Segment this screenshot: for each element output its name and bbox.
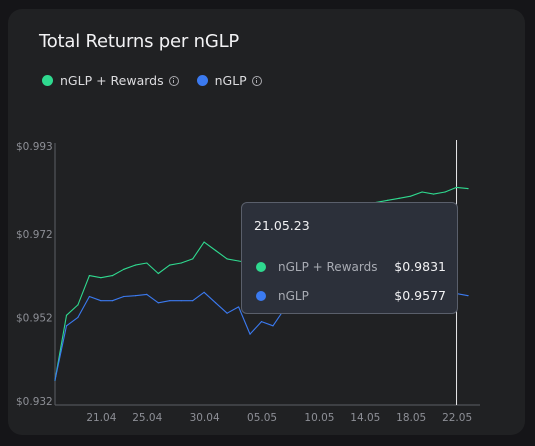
data-point-nglp <box>111 300 113 302</box>
tooltip-label-nglp: nGLP <box>278 288 309 303</box>
legend-dot-nglp <box>196 75 208 86</box>
x-tick-label: 18.05 <box>396 412 426 424</box>
x-tick-label: 22.05 <box>442 412 472 424</box>
data-point-rewards <box>180 262 182 264</box>
data-point-nglp <box>203 291 205 293</box>
data-point-nglp <box>100 300 102 302</box>
legend-dot-rewards <box>42 75 53 86</box>
x-tick-label: 05.05 <box>247 412 277 424</box>
tooltip-dot-rewards <box>256 261 266 272</box>
legend-label-nglp: nGLP <box>214 73 247 88</box>
data-point-rewards <box>226 258 228 260</box>
legend-label-rewards: nGLP + Rewards <box>60 73 164 88</box>
data-point-nglp <box>77 316 79 318</box>
info-icon[interactable] <box>168 75 179 86</box>
tooltip-dot-nglp <box>256 290 266 301</box>
chart-title: Total Returns per nGLP <box>39 31 240 52</box>
data-point-rewards <box>134 264 136 266</box>
data-point-nglp <box>237 306 240 308</box>
x-tick-label: 21.04 <box>86 412 116 424</box>
data-point-rewards <box>192 258 194 260</box>
data-point-rewards <box>398 197 400 199</box>
y-tick-label: $0.972 <box>16 229 53 241</box>
data-point-nglp <box>134 295 136 297</box>
chart-tooltip: 21.05.23 nGLP + Rewards $0.9831 nGLP $0.… <box>241 202 458 314</box>
data-point-nglp <box>180 300 182 302</box>
tooltip-value-nglp: $0.9577 <box>394 288 446 303</box>
data-point-rewards <box>88 274 91 277</box>
info-icon[interactable] <box>251 75 262 86</box>
data-point-rewards <box>455 186 458 188</box>
data-point-rewards <box>444 191 446 193</box>
data-point-nglp <box>54 379 56 381</box>
data-point-nglp <box>467 295 469 297</box>
data-point-rewards <box>387 199 389 201</box>
tooltip-date: 21.05.23 <box>254 218 310 233</box>
data-point-nglp <box>226 312 228 314</box>
data-point-rewards <box>100 277 102 279</box>
data-point-nglp <box>215 302 217 304</box>
data-point-rewards <box>157 272 159 275</box>
data-point-rewards <box>111 274 113 277</box>
data-point-nglp <box>192 300 194 302</box>
data-point-rewards <box>410 195 412 197</box>
data-point-nglp <box>123 295 125 298</box>
y-tick-label: $0.932 <box>16 396 53 408</box>
data-point-rewards <box>203 241 205 243</box>
data-point-rewards <box>432 193 435 195</box>
data-point-rewards <box>467 188 469 190</box>
legend: nGLP + Rewards nGLP <box>42 73 280 88</box>
data-point-nglp <box>65 325 68 327</box>
chart-card: Total Returns per nGLP nGLP + Rewards nG… <box>8 9 525 435</box>
x-tick-label: 30.04 <box>190 412 220 424</box>
legend-item-nglp[interactable]: nGLP <box>196 73 262 88</box>
legend-item-rewards[interactable]: nGLP + Rewards <box>42 73 179 88</box>
y-tick-label: $0.952 <box>16 312 53 324</box>
data-point-nglp <box>157 302 159 304</box>
tooltip-row-nglp: nGLP $0.9577 <box>256 288 446 303</box>
tooltip-row-rewards: nGLP + Rewards $0.9831 <box>256 259 446 274</box>
tooltip-label-rewards: nGLP + Rewards <box>278 259 378 274</box>
data-point-nglp <box>249 333 251 335</box>
data-point-nglp <box>169 300 171 302</box>
data-point-rewards <box>65 314 68 316</box>
data-point-rewards <box>215 249 217 252</box>
tooltip-value-rewards: $0.9831 <box>394 259 446 274</box>
x-tick-label: 10.05 <box>304 412 334 424</box>
data-point-nglp <box>146 293 148 296</box>
data-point-nglp <box>272 325 274 327</box>
data-point-rewards <box>123 268 125 270</box>
x-tick-label: 14.05 <box>350 412 380 424</box>
data-point-nglp <box>88 295 91 298</box>
data-point-rewards <box>169 264 171 266</box>
line-chart[interactable]: $0.993 $0.972 $0.952 $0.932 21.04 25.04 30.04 0… <box>8 9 525 435</box>
data-point-rewards <box>421 191 423 193</box>
y-tick-label: $0.993 <box>16 141 53 153</box>
data-point-rewards <box>146 262 148 264</box>
data-point-rewards <box>77 304 79 306</box>
data-point-nglp <box>260 320 263 323</box>
data-point-rewards <box>237 260 240 262</box>
x-tick-label: 25.04 <box>132 412 162 424</box>
